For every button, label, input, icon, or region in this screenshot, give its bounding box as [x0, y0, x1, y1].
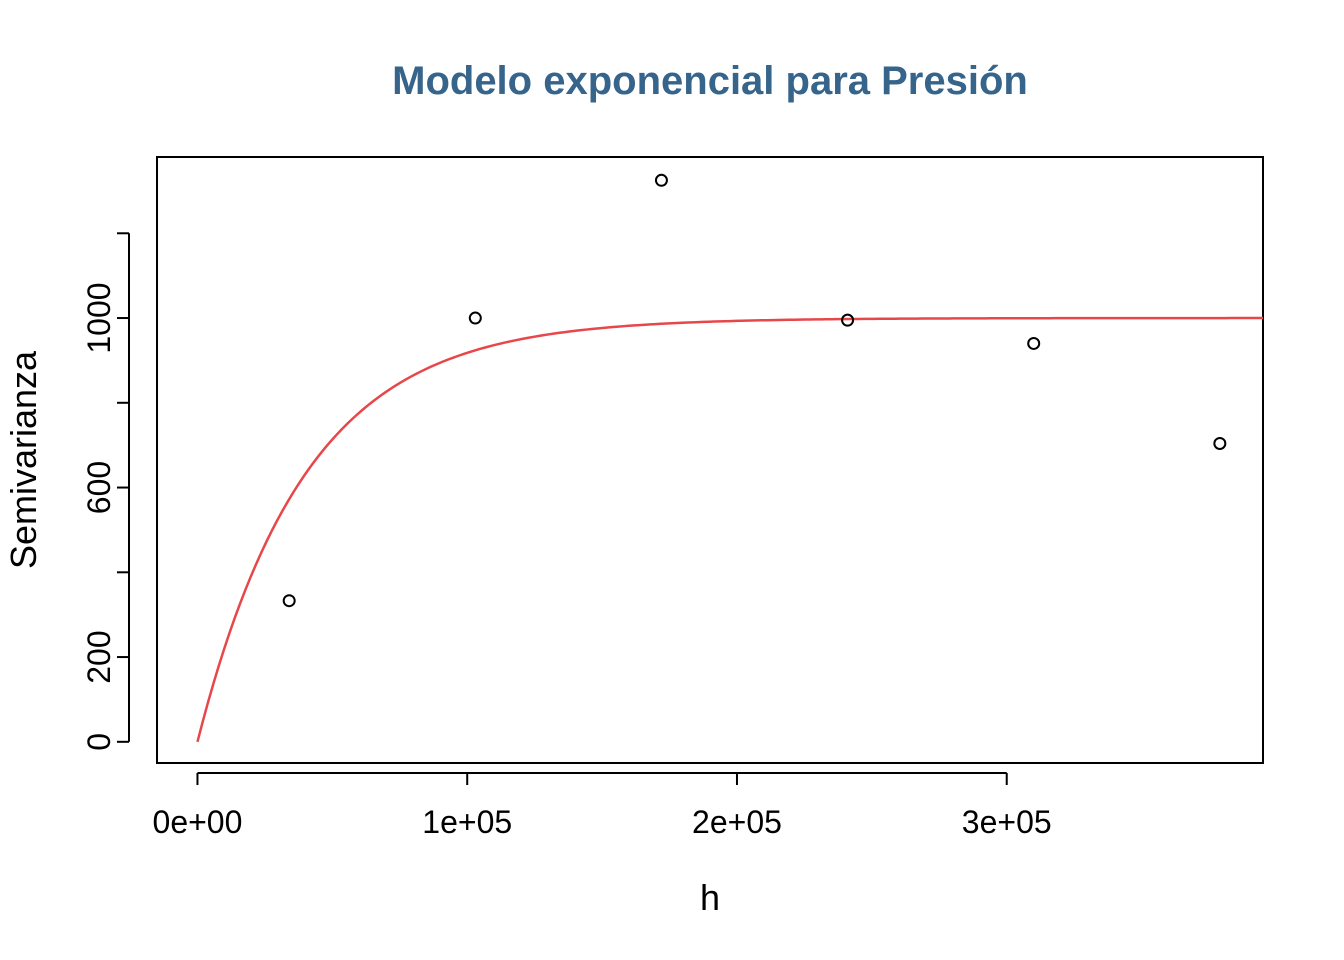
data-point — [1213, 436, 1227, 450]
x-tick-label: 3e+05 — [962, 804, 1052, 840]
y-tick-label: 600 — [81, 461, 117, 514]
data-point — [282, 594, 296, 608]
x-tick-label: 2e+05 — [692, 804, 782, 840]
chart-title: Modelo exponencial para Presión — [392, 59, 1028, 103]
data-point — [468, 311, 482, 325]
y-axis-label: Semivarianza — [3, 350, 44, 569]
y-tick-label: 1000 — [81, 282, 117, 353]
x-tick-label: 1e+05 — [422, 804, 512, 840]
data-point — [841, 313, 855, 327]
x-axis-label: h — [700, 877, 720, 918]
y-axis: 0 200 600 1000 — [81, 232, 130, 751]
data-point — [1027, 336, 1041, 350]
exponential-model-curve — [196, 316, 1263, 743]
y-tick-label: 200 — [81, 630, 117, 683]
model-curve-layer — [196, 316, 1263, 743]
y-tick-label: 0 — [81, 733, 117, 751]
x-axis: 0e+00 1e+05 2e+05 3e+05 — [153, 772, 1052, 840]
points-layer — [282, 173, 1227, 608]
data-point — [654, 173, 668, 187]
x-tick-label: 0e+00 — [153, 804, 243, 840]
plot-area-frame — [156, 156, 1264, 764]
